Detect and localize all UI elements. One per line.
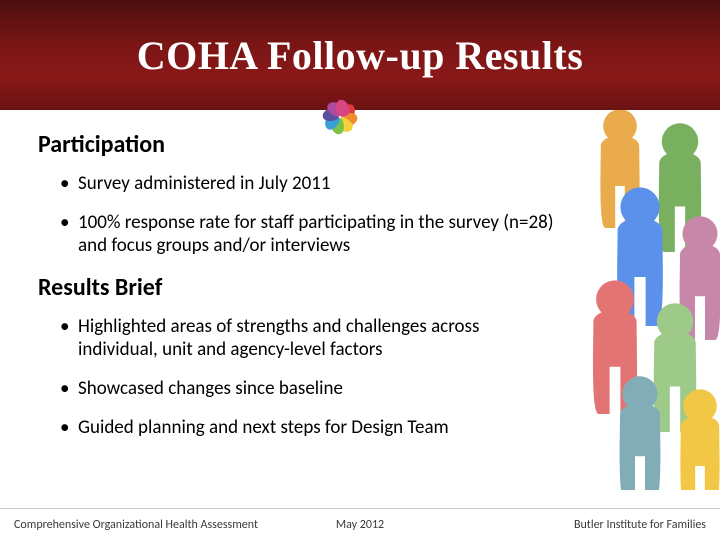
footer-left: Comprehensive Organizational Health Asse… (14, 518, 258, 532)
footer-right: Butler Institute for Families (574, 518, 706, 532)
slide-title: COHA Follow-up Results (137, 32, 584, 79)
participation-bullets: Survey administered in July 2011 100% re… (60, 173, 560, 257)
list-item: Showcased changes since baseline (60, 378, 560, 401)
list-item: Survey administered in July 2011 (60, 173, 560, 196)
swirl-icon (315, 92, 365, 142)
footer: Comprehensive Organizational Health Asse… (0, 508, 720, 540)
section-title-participation: Participation (38, 130, 560, 159)
people-graphic (570, 110, 720, 490)
section-title-results-brief: Results Brief (38, 273, 560, 302)
list-item: Guided planning and next steps for Desig… (60, 417, 560, 440)
footer-center: May 2012 (336, 518, 384, 532)
results-brief-bullets: Highlighted areas of strengths and chall… (60, 316, 560, 439)
content-area: Participation Survey administered in Jul… (38, 130, 560, 490)
list-item: 100% response rate for staff participati… (60, 212, 560, 258)
slide: COHA Follow-up Results Participation Sur… (0, 0, 720, 540)
list-item: Highlighted areas of strengths and chall… (60, 316, 560, 362)
